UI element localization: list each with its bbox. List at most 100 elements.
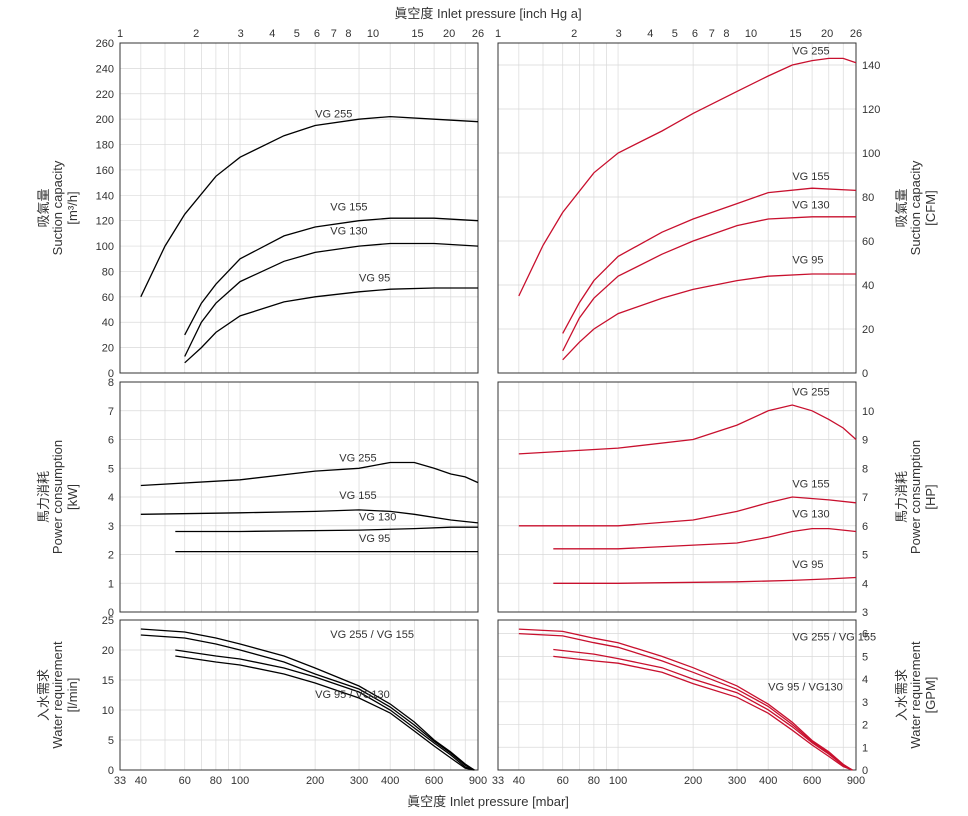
series-label: VG 255 — [315, 109, 352, 121]
series-label: VG 155 — [330, 201, 367, 213]
svg-text:入水需求: 入水需求 — [894, 669, 909, 721]
series-label: VG 95 — [359, 533, 390, 545]
ytick-label: 100 — [862, 148, 880, 160]
ytick-label: 180 — [96, 140, 114, 152]
ytick-label: 240 — [96, 63, 114, 75]
xtick-bottom: 300 — [350, 775, 368, 787]
yaxis-label-group: 馬力消耗Power consumption[kW] — [36, 440, 80, 554]
xtick-top: 15 — [789, 28, 801, 40]
xtick-bottom: 200 — [306, 775, 324, 787]
xtick-top: 1 — [495, 28, 501, 40]
svg-text:吸氣量: 吸氣量 — [894, 188, 909, 227]
xtick-top: 2 — [193, 28, 199, 40]
svg-text:吸氣量: 吸氣量 — [36, 188, 51, 227]
xtick-bottom: 60 — [179, 775, 191, 787]
series-label: VG 255 — [792, 386, 829, 398]
series-label: VG 255 — [792, 45, 829, 57]
xtick-top: 7 — [331, 28, 337, 40]
yaxis-label-group: 吸氣量Suction capacity[m³/h] — [36, 160, 80, 255]
ytick-label: 2 — [108, 550, 114, 562]
series-label: VG 95 / VG130 — [768, 681, 843, 693]
ytick-label: 160 — [96, 165, 114, 177]
panel-water-right: 0123456VG 255 / VG 155VG 95 / VG130入水需求W… — [492, 620, 938, 787]
ytick-label: 4 — [862, 674, 868, 686]
xtick-bottom: 400 — [381, 775, 399, 787]
svg-text:Power consumption: Power consumption — [908, 440, 923, 554]
series-label: VG 130 — [359, 511, 396, 523]
xtick-top: 5 — [294, 28, 300, 40]
xtick-bottom: 400 — [759, 775, 777, 787]
ytick-label: 60 — [102, 292, 114, 304]
ytick-label: 80 — [102, 266, 114, 278]
yaxis-label-group: 吸氣量Suction capacity[CFM] — [894, 160, 938, 255]
xtick-top: 4 — [269, 28, 275, 40]
xtick-top: 15 — [411, 28, 423, 40]
series-label: VG 95 / VG130 — [315, 689, 390, 701]
ytick-label: 20 — [102, 343, 114, 355]
svg-text:[l/min]: [l/min] — [65, 678, 80, 713]
chart-svg: 020406080100120140160180200220240260VG 2… — [0, 0, 968, 816]
svg-text:馬力消耗: 馬力消耗 — [894, 471, 909, 523]
svg-text:[HP]: [HP] — [923, 484, 938, 509]
svg-text:入水需求: 入水需求 — [36, 669, 51, 721]
series-label: VG 95 — [359, 272, 390, 284]
series-label: VG 130 — [792, 199, 829, 211]
xtick-bottom: 600 — [803, 775, 821, 787]
panel-suction-left: 020406080100120140160180200220240260VG 2… — [36, 28, 484, 380]
ytick-label: 20 — [102, 645, 114, 657]
ytick-label: 4 — [862, 578, 868, 590]
xtick-top: 7 — [709, 28, 715, 40]
panel-suction-right: 020406080100120140VG 255VG 155VG 130VG 9… — [495, 28, 938, 380]
ytick-label: 7 — [862, 492, 868, 504]
svg-text:Power consumption: Power consumption — [50, 440, 65, 554]
xtick-top: 3 — [238, 28, 244, 40]
pump-performance-charts: { "layout": { "width": 968, "height": 81… — [0, 0, 968, 816]
ytick-label: 6 — [862, 521, 868, 533]
xtick-bottom: 900 — [469, 775, 487, 787]
panel-power-right: 345678910VG 255VG 155VG 130VG 95馬力消耗Powe… — [498, 382, 938, 619]
ytick-label: 7 — [108, 406, 114, 418]
xtick-bottom: 200 — [684, 775, 702, 787]
ytick-label: 140 — [96, 190, 114, 202]
xtick-top: 1 — [117, 28, 123, 40]
ytick-label: 20 — [862, 324, 874, 336]
ytick-label: 200 — [96, 114, 114, 126]
ytick-label: 60 — [862, 236, 874, 248]
xtick-bottom: 60 — [557, 775, 569, 787]
series-label: VG 255 — [339, 452, 376, 464]
ytick-label: 4 — [108, 492, 114, 504]
series-label: VG 130 — [792, 508, 829, 520]
ytick-label: 9 — [862, 435, 868, 447]
ytick-label: 40 — [102, 317, 114, 329]
xtick-top: 6 — [314, 28, 320, 40]
ytick-label: 8 — [862, 463, 868, 475]
ytick-label: 8 — [108, 377, 114, 389]
series-label: VG 130 — [330, 225, 367, 237]
ytick-label: 3 — [108, 521, 114, 533]
series-label: VG 155 — [792, 171, 829, 183]
ytick-label: 5 — [108, 735, 114, 747]
ytick-label: 15 — [102, 675, 114, 687]
ytick-label: 2 — [862, 720, 868, 732]
ytick-label: 120 — [862, 104, 880, 116]
ytick-label: 6 — [108, 435, 114, 447]
series-label: VG 155 — [792, 478, 829, 490]
series-label: VG 155 — [339, 490, 376, 502]
xtick-top: 8 — [723, 28, 729, 40]
ytick-label: 220 — [96, 89, 114, 101]
xtick-bottom: 40 — [135, 775, 147, 787]
ytick-label: 5 — [108, 463, 114, 475]
ytick-label: 10 — [102, 705, 114, 717]
svg-text:[CFM]: [CFM] — [923, 190, 938, 225]
xtick-top: 10 — [367, 28, 379, 40]
xtick-bottom: 80 — [588, 775, 600, 787]
xtick-top: 3 — [616, 28, 622, 40]
xtick-bottom: 900 — [847, 775, 865, 787]
ytick-label: 25 — [102, 615, 114, 627]
series-label: VG 95 — [792, 254, 823, 266]
xtick-bottom: 600 — [425, 775, 443, 787]
xtick-bottom: 100 — [609, 775, 627, 787]
xtick-top: 2 — [571, 28, 577, 40]
svg-text:[kW]: [kW] — [65, 484, 80, 510]
xtick-top: 10 — [745, 28, 757, 40]
